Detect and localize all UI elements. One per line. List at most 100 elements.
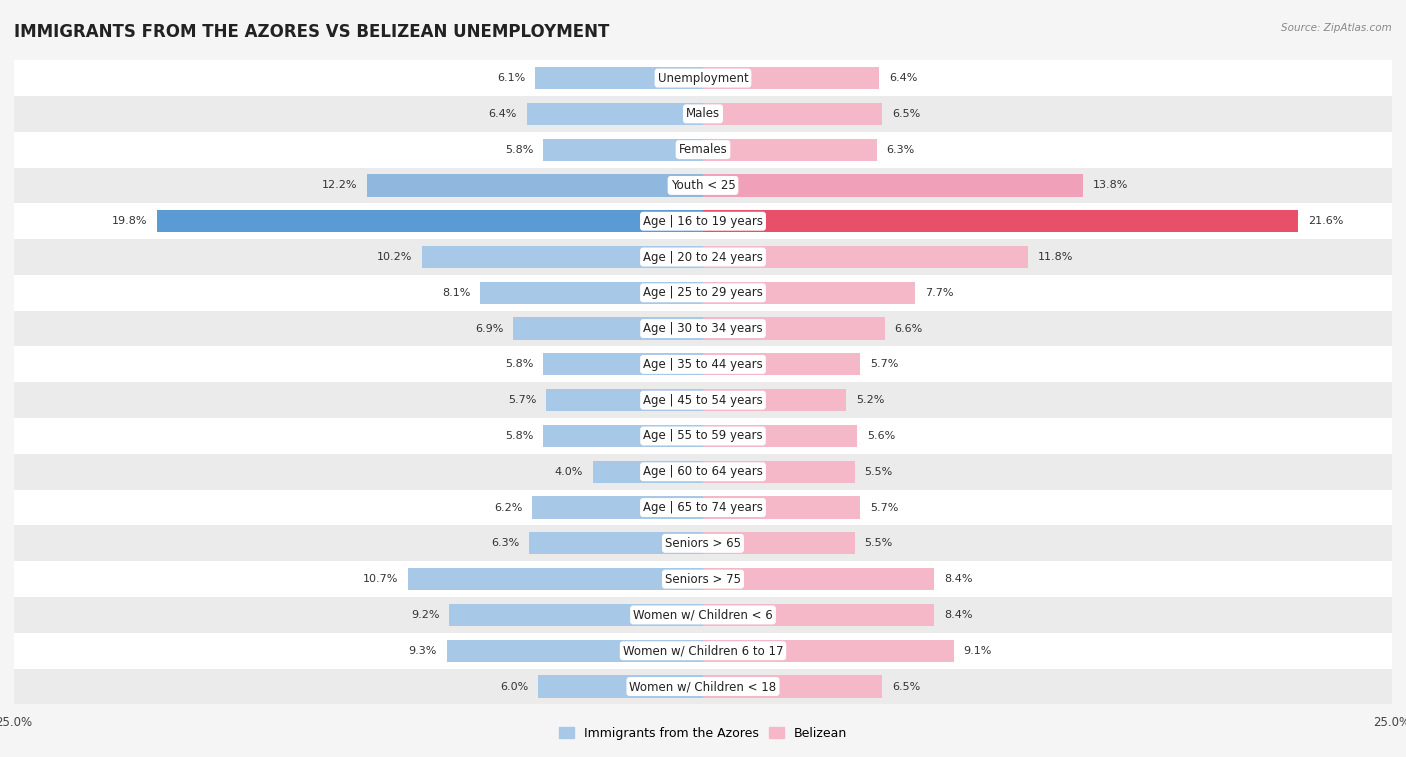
Bar <box>593 461 703 483</box>
Bar <box>534 67 703 89</box>
Text: 5.5%: 5.5% <box>865 467 893 477</box>
Bar <box>703 640 953 662</box>
Bar <box>14 275 1392 310</box>
Text: 12.2%: 12.2% <box>322 180 357 191</box>
Bar <box>479 282 703 304</box>
Text: Women w/ Children < 18: Women w/ Children < 18 <box>630 680 776 693</box>
Text: 6.9%: 6.9% <box>475 323 503 334</box>
Text: 9.2%: 9.2% <box>412 610 440 620</box>
Text: 5.8%: 5.8% <box>505 360 533 369</box>
Text: Age | 25 to 29 years: Age | 25 to 29 years <box>643 286 763 299</box>
Bar <box>157 210 703 232</box>
Bar <box>14 418 1392 454</box>
Bar <box>703 67 879 89</box>
Bar <box>14 310 1392 347</box>
Text: 5.7%: 5.7% <box>870 360 898 369</box>
Text: Age | 45 to 54 years: Age | 45 to 54 years <box>643 394 763 407</box>
Bar <box>367 174 703 197</box>
Bar <box>14 132 1392 167</box>
Text: Age | 35 to 44 years: Age | 35 to 44 years <box>643 358 763 371</box>
Bar <box>422 246 703 268</box>
Text: Age | 16 to 19 years: Age | 16 to 19 years <box>643 215 763 228</box>
Bar <box>703 389 846 411</box>
Text: 5.5%: 5.5% <box>865 538 893 548</box>
Text: Males: Males <box>686 107 720 120</box>
Bar <box>543 425 703 447</box>
Bar <box>703 210 1298 232</box>
Bar <box>703 568 935 590</box>
Text: Age | 55 to 59 years: Age | 55 to 59 years <box>643 429 763 443</box>
Text: 6.4%: 6.4% <box>489 109 517 119</box>
Text: 5.2%: 5.2% <box>856 395 884 405</box>
Text: 5.6%: 5.6% <box>868 431 896 441</box>
Bar <box>527 103 703 125</box>
Bar <box>408 568 703 590</box>
Bar <box>703 103 882 125</box>
Bar <box>703 246 1028 268</box>
Bar <box>703 174 1083 197</box>
Bar <box>14 561 1392 597</box>
Text: 10.7%: 10.7% <box>363 574 398 584</box>
Bar <box>543 354 703 375</box>
Text: 6.6%: 6.6% <box>894 323 922 334</box>
Text: 6.3%: 6.3% <box>886 145 914 154</box>
Bar <box>14 204 1392 239</box>
Text: 6.1%: 6.1% <box>496 73 526 83</box>
Bar <box>14 382 1392 418</box>
Text: 8.4%: 8.4% <box>945 610 973 620</box>
Bar <box>543 139 703 160</box>
Text: 19.8%: 19.8% <box>112 217 148 226</box>
Text: 5.7%: 5.7% <box>508 395 536 405</box>
Bar <box>450 604 703 626</box>
Text: 13.8%: 13.8% <box>1092 180 1129 191</box>
Text: 5.7%: 5.7% <box>870 503 898 512</box>
Text: 6.5%: 6.5% <box>891 681 920 692</box>
Text: 5.8%: 5.8% <box>505 431 533 441</box>
Bar <box>703 532 855 554</box>
Bar <box>14 668 1392 705</box>
Bar <box>14 597 1392 633</box>
Text: Seniors > 65: Seniors > 65 <box>665 537 741 550</box>
Bar <box>14 239 1392 275</box>
Text: 7.7%: 7.7% <box>925 288 953 298</box>
Text: 11.8%: 11.8% <box>1038 252 1073 262</box>
Text: 9.1%: 9.1% <box>963 646 991 656</box>
Bar <box>14 525 1392 561</box>
Bar <box>537 675 703 698</box>
Bar <box>14 96 1392 132</box>
Text: 6.0%: 6.0% <box>499 681 529 692</box>
Text: Women w/ Children < 6: Women w/ Children < 6 <box>633 609 773 621</box>
Text: 10.2%: 10.2% <box>377 252 412 262</box>
Bar <box>703 425 858 447</box>
Legend: Immigrants from the Azores, Belizean: Immigrants from the Azores, Belizean <box>554 722 852 745</box>
Bar <box>531 497 703 519</box>
Text: Source: ZipAtlas.com: Source: ZipAtlas.com <box>1281 23 1392 33</box>
Text: Youth < 25: Youth < 25 <box>671 179 735 192</box>
Bar <box>447 640 703 662</box>
Text: 6.2%: 6.2% <box>494 503 523 512</box>
Text: Age | 65 to 74 years: Age | 65 to 74 years <box>643 501 763 514</box>
Text: Age | 60 to 64 years: Age | 60 to 64 years <box>643 466 763 478</box>
Bar <box>703 604 935 626</box>
Bar <box>14 490 1392 525</box>
Text: Unemployment: Unemployment <box>658 72 748 85</box>
Text: Seniors > 75: Seniors > 75 <box>665 572 741 586</box>
Bar <box>14 167 1392 204</box>
Text: 21.6%: 21.6% <box>1308 217 1343 226</box>
Text: Age | 20 to 24 years: Age | 20 to 24 years <box>643 251 763 263</box>
Text: IMMIGRANTS FROM THE AZORES VS BELIZEAN UNEMPLOYMENT: IMMIGRANTS FROM THE AZORES VS BELIZEAN U… <box>14 23 609 41</box>
Bar <box>530 532 703 554</box>
Bar <box>14 347 1392 382</box>
Bar <box>703 354 860 375</box>
Text: 8.1%: 8.1% <box>441 288 470 298</box>
Text: 4.0%: 4.0% <box>555 467 583 477</box>
Text: 6.4%: 6.4% <box>889 73 917 83</box>
Bar <box>703 461 855 483</box>
Text: Women w/ Children 6 to 17: Women w/ Children 6 to 17 <box>623 644 783 657</box>
Text: 5.8%: 5.8% <box>505 145 533 154</box>
Bar <box>703 317 884 340</box>
Bar <box>14 454 1392 490</box>
Bar <box>703 497 860 519</box>
Text: 9.3%: 9.3% <box>409 646 437 656</box>
Bar <box>14 60 1392 96</box>
